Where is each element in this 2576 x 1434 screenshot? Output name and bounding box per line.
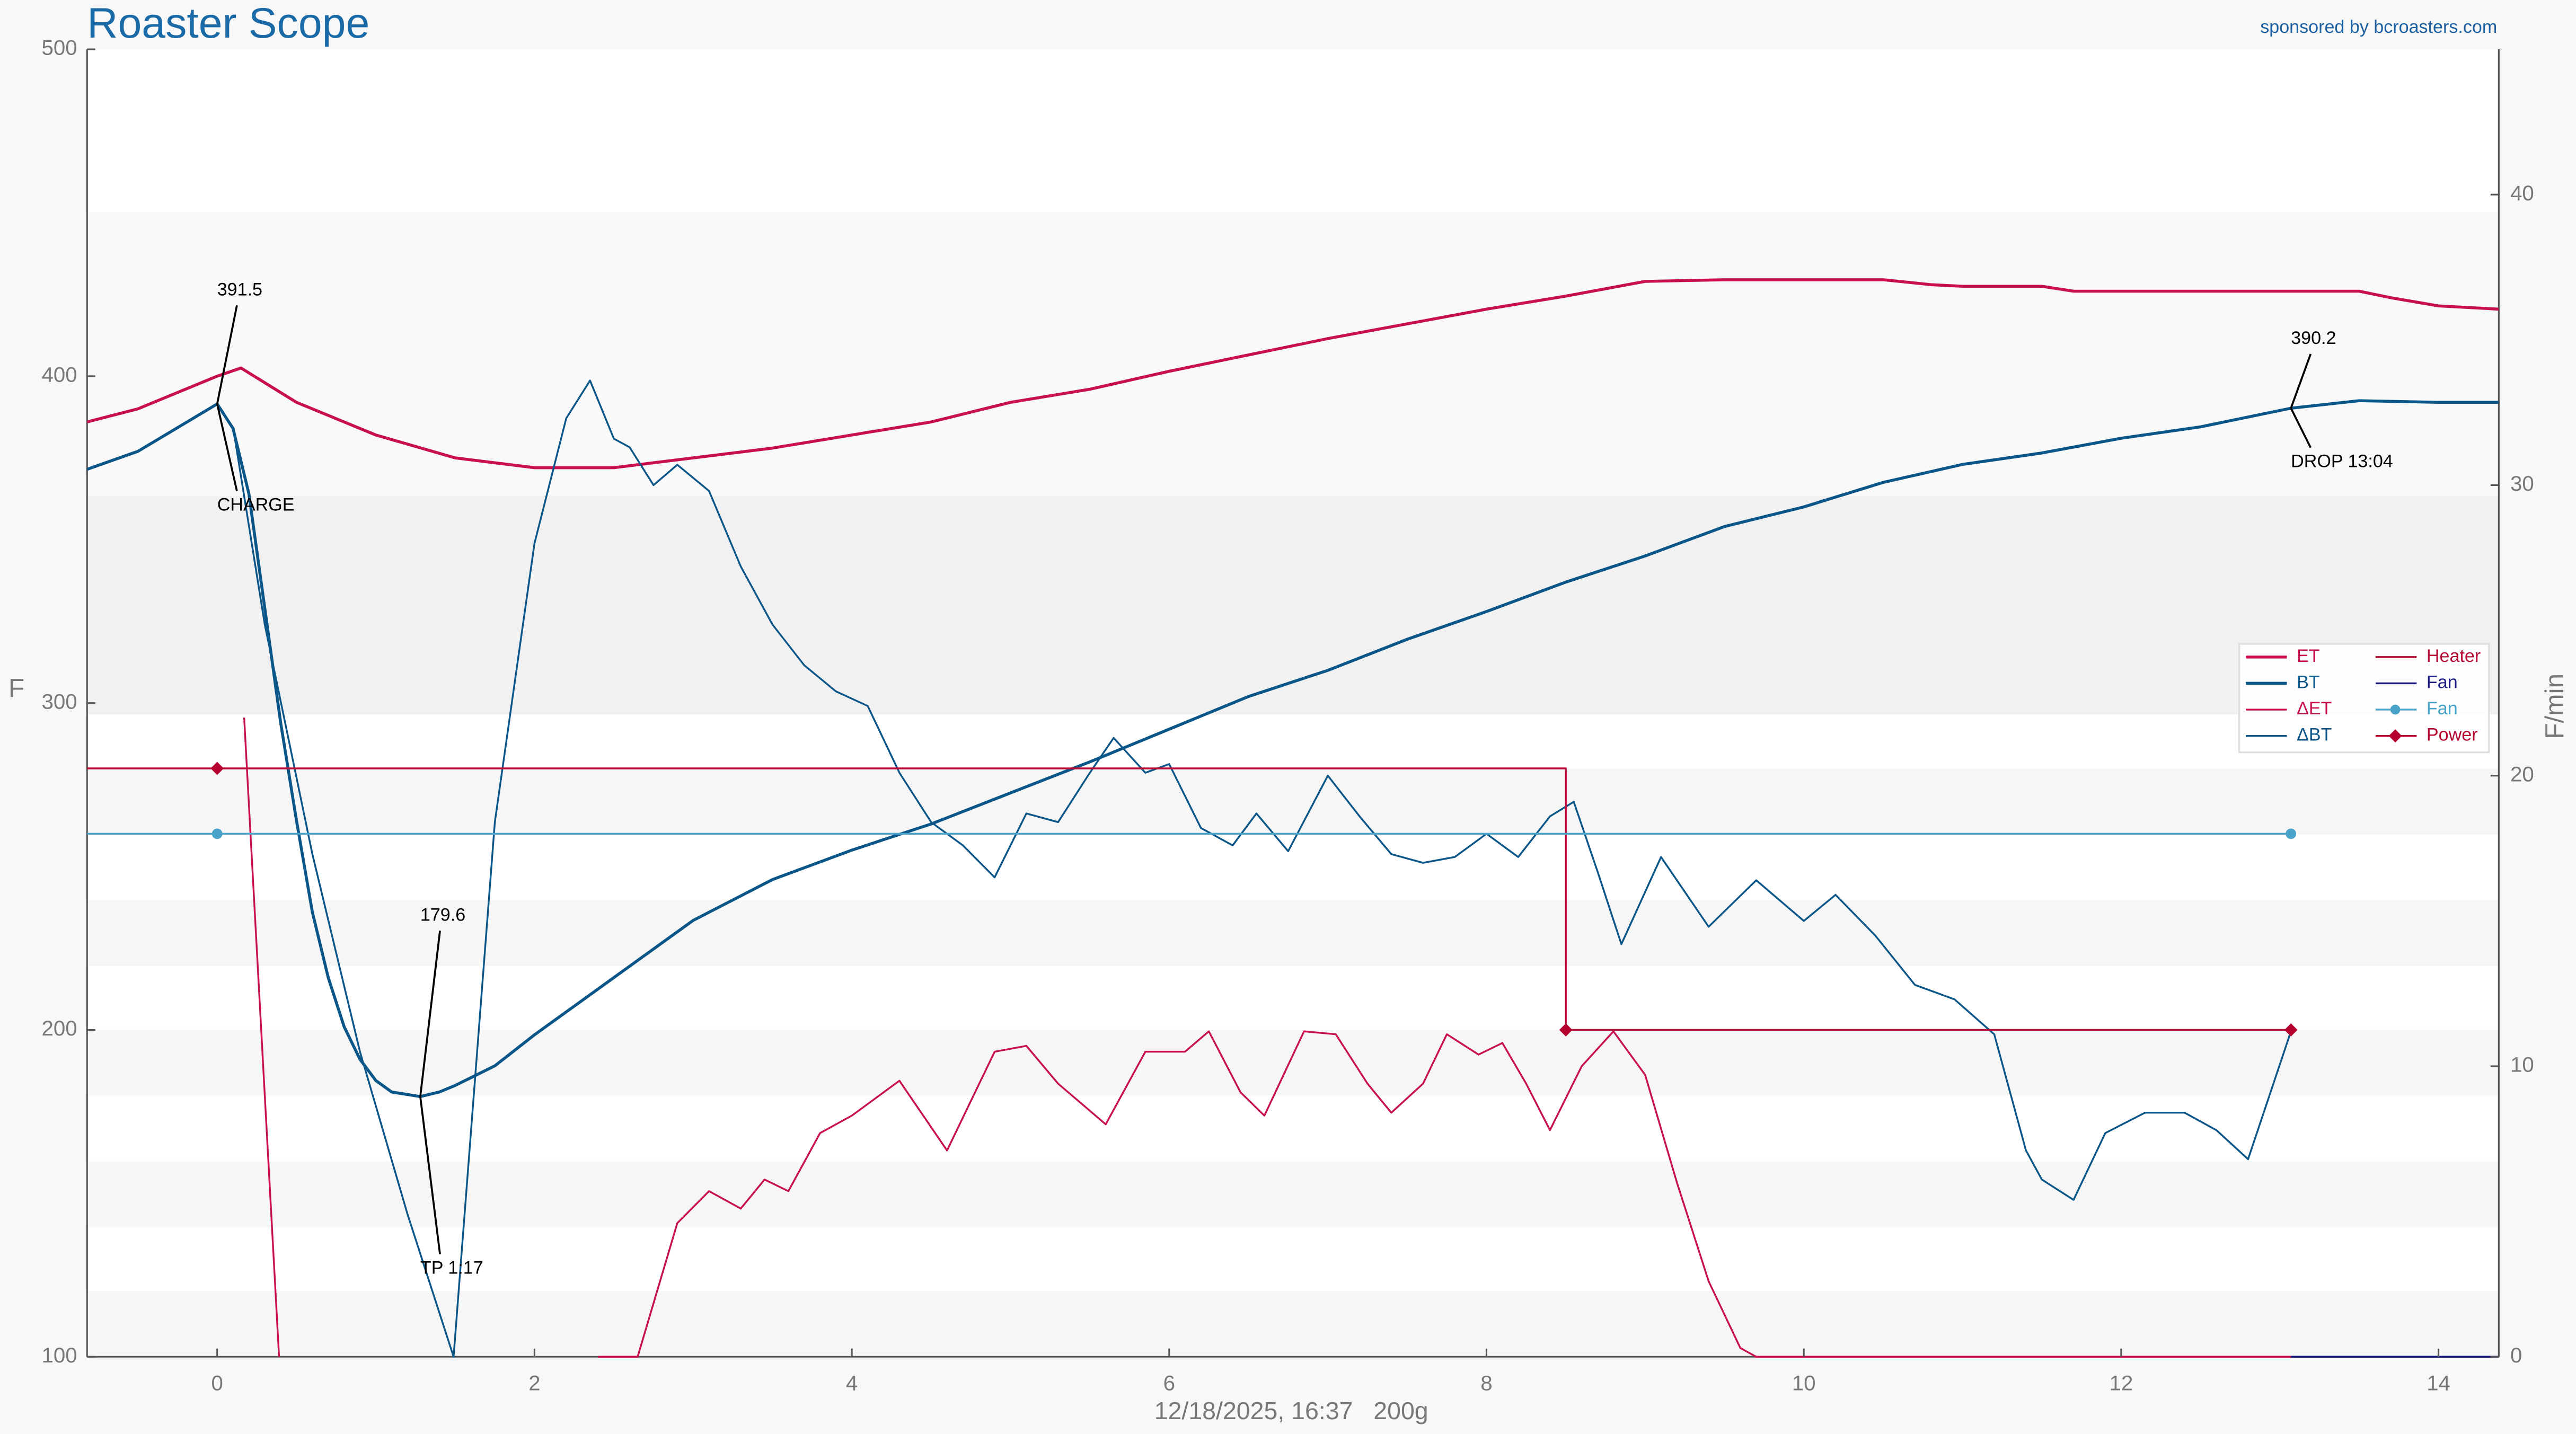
- band: [87, 768, 2499, 835]
- legend-label: ΔET: [2297, 698, 2332, 719]
- band: [87, 1161, 2499, 1227]
- legend-label: Fan: [2427, 672, 2458, 692]
- x-tick-label: 6: [1163, 1371, 1175, 1395]
- legend-marker: [2390, 704, 2401, 715]
- marker: [1559, 1023, 1573, 1037]
- series-line: [232, 379, 2292, 1358]
- annotation-label: 390.2: [2291, 328, 2336, 348]
- plot-bands: [87, 49, 2499, 1357]
- x-tick-label: 10: [1792, 1371, 1816, 1395]
- y-axis-label: F: [8, 673, 24, 703]
- marker: [210, 762, 224, 775]
- band: [87, 1030, 2499, 1096]
- series-line: [87, 767, 2291, 1031]
- y2-tick-label: 10: [2510, 1053, 2534, 1077]
- y-tick-label: 400: [41, 362, 77, 386]
- legend-label: ET: [2297, 646, 2320, 666]
- annotation-pointer: [419, 1096, 441, 1255]
- annotation-label: TP 1:17: [420, 1258, 483, 1278]
- band: [87, 496, 2499, 715]
- footer: 12/18/2025, 16:37 200g: [1154, 1397, 1428, 1424]
- series-line: [87, 399, 2499, 1099]
- legend-marker: [2388, 729, 2402, 743]
- annotation-label: 179.6: [420, 905, 465, 925]
- legend-label: BT: [2297, 672, 2320, 692]
- legend-label: Fan: [2427, 698, 2458, 719]
- band: [87, 1291, 2499, 1357]
- annotation-pointer: [2290, 353, 2312, 409]
- y2-tick-label: 30: [2510, 472, 2534, 495]
- x-tick-label: 14: [2427, 1371, 2450, 1395]
- legend-label: Power: [2427, 725, 2478, 745]
- annotation-pointer: [216, 305, 238, 404]
- sponsor[interactable]: sponsored by bcroasters.com: [2260, 17, 2497, 37]
- y2-axis-label: F/min: [2539, 674, 2569, 739]
- legend-box: [2238, 643, 2490, 754]
- annotation-label: CHARGE: [217, 494, 295, 515]
- y2-tick-label: 20: [2510, 762, 2534, 786]
- series-line: [243, 717, 2499, 1358]
- y-tick-label: 200: [41, 1016, 77, 1040]
- y2-tick-label: 40: [2510, 181, 2534, 205]
- x-tick-label: 12: [2109, 1371, 2133, 1395]
- y-tick-label: 300: [41, 689, 77, 713]
- marker: [211, 828, 223, 839]
- band: [87, 211, 2499, 497]
- band: [87, 900, 2499, 966]
- x-tick-label: 0: [211, 1371, 223, 1395]
- marker: [2286, 828, 2297, 839]
- x-tick-label: 2: [528, 1371, 540, 1395]
- annotation-label: DROP 13:04: [2291, 452, 2393, 472]
- legend-label: Heater: [2427, 646, 2481, 666]
- y-tick-label: 100: [41, 1343, 77, 1367]
- annotation-pointer: [2290, 408, 2312, 448]
- legend-label: ΔBT: [2297, 725, 2332, 745]
- annotation-label: 391.5: [217, 279, 262, 299]
- annotation-pointer: [419, 931, 441, 1097]
- marker: [2284, 1023, 2298, 1037]
- y2-tick-label: 0: [2510, 1343, 2522, 1367]
- chart-title: Roaster Scope: [87, 0, 369, 47]
- annotation-pointer: [216, 403, 238, 491]
- plot: [87, 278, 2499, 1358]
- y-tick-label: 500: [41, 36, 77, 60]
- x-tick-label: 8: [1480, 1371, 1492, 1395]
- series-line: [87, 278, 2499, 470]
- x-tick-label: 4: [846, 1371, 858, 1395]
